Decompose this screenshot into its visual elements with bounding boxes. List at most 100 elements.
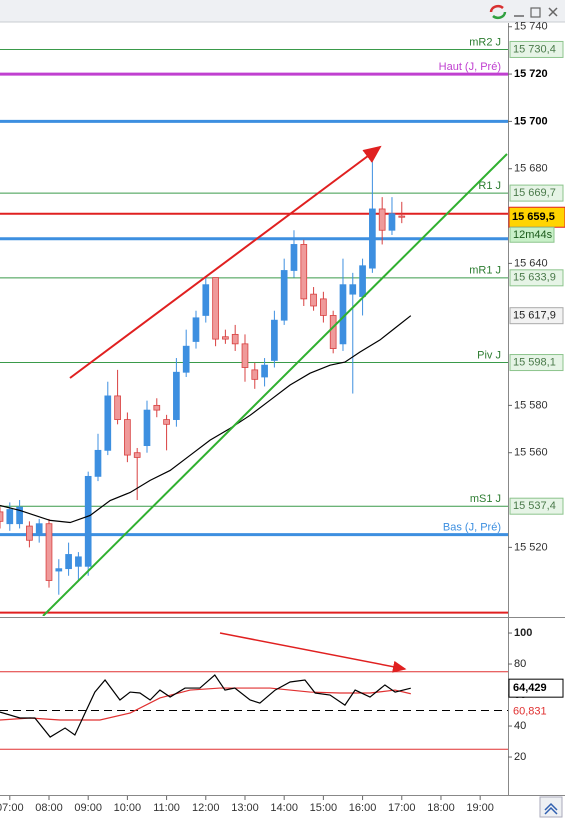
candle-body: [261, 364, 268, 378]
x-tick-label: 16:00: [349, 802, 377, 814]
candle-body: [124, 419, 131, 456]
x-tick-label: 11:00: [153, 802, 180, 814]
x-tick-label: 19:00: [466, 802, 494, 814]
candle-body: [300, 244, 308, 300]
trend-line: [42, 153, 508, 616]
scroll-icon[interactable]: [544, 802, 558, 815]
candle-body: [55, 568, 63, 572]
level-value-label: 15 633,9: [513, 272, 556, 284]
x-tick-label: 08:00: [35, 802, 63, 814]
candle-body: [133, 452, 141, 458]
level-value-label: 15 669,7: [513, 187, 556, 199]
level-value-label: 15 537,4: [513, 500, 556, 512]
candle-body: [398, 215, 406, 218]
y-tick-label: 15 580: [514, 399, 548, 411]
candle-body: [290, 244, 298, 271]
x-tick-label: 10:00: [114, 802, 142, 814]
candle-body: [104, 395, 112, 451]
level-name: Haut (J, Pré): [439, 61, 501, 73]
candle-body: [310, 293, 317, 307]
indicator-y-tick-label: 20: [514, 751, 526, 763]
candle-body: [75, 556, 82, 567]
indicator-line: [0, 674, 411, 738]
y-tick-label: 15 720: [514, 68, 548, 80]
maximize-button[interactable]: [530, 7, 541, 18]
level-value-label: 15 730,4: [513, 43, 556, 55]
candle-body: [251, 369, 259, 380]
y-tick-label: 15 700: [514, 115, 548, 127]
close-button[interactable]: [548, 7, 558, 17]
y-tick-label: 15 560: [514, 447, 548, 459]
ma-value-box: [509, 307, 564, 325]
candle-body: [329, 315, 337, 349]
y-tick-label: 15 520: [514, 541, 548, 553]
candle-body: [320, 298, 327, 316]
x-tick-label: 14:00: [270, 802, 298, 814]
candle-body: [349, 284, 357, 295]
refresh-icon[interactable]: [489, 4, 507, 20]
level-value-box: [509, 184, 564, 202]
price-axis-panel: [508, 23, 565, 795]
candle-body: [0, 511, 4, 522]
candle-body: [202, 284, 210, 316]
candle-body: [94, 449, 102, 477]
ma-value-label: 15 617,9: [513, 310, 556, 322]
candle-body: [222, 336, 229, 340]
indicator-value-box: [508, 678, 564, 698]
candle-body: [378, 208, 386, 231]
x-tick-label: 15:00: [310, 802, 338, 814]
countdown-label: 12m44s: [513, 229, 553, 241]
y-tick-label: 15 680: [514, 163, 548, 175]
divergence-arrow: [219, 632, 407, 673]
x-tick-label: 12:00: [192, 802, 220, 814]
level-value-box: [509, 497, 564, 515]
level-name: Piv J: [477, 349, 501, 361]
candle-body: [65, 554, 72, 570]
candle-body: [6, 509, 14, 525]
candle-body: [26, 525, 33, 541]
level-value-box: [509, 269, 564, 287]
indicator-value-label: 60,831: [513, 706, 547, 718]
current-price-label: 15 659,5: [512, 211, 555, 223]
x-tick-label: 09:00: [74, 802, 102, 814]
level-name: R1 J: [478, 180, 501, 192]
price-plot: [0, 161, 412, 595]
window-bar: [0, 0, 565, 22]
axes: 15 740 15 720 15 700 15 680 15 640 15 580 15 5…: [0, 21, 565, 814]
trend-arrow: [69, 145, 382, 379]
candle-body: [153, 404, 161, 411]
level-name: mS1 J: [470, 493, 501, 505]
candle-body: [45, 523, 53, 581]
x-tick-label: 18:00: [427, 802, 455, 814]
indicator-value-label: 64,429: [513, 682, 547, 694]
countdown-box: [509, 226, 555, 243]
y-tick-label: 15 640: [514, 257, 548, 269]
candle-body: [16, 506, 23, 525]
level-name: mR1 J: [469, 265, 501, 277]
candle-body: [359, 265, 366, 297]
candle-body: [173, 371, 180, 420]
indicator-y-tick-label: 100: [514, 627, 532, 639]
level-value-label: 15 598,1: [513, 356, 556, 368]
level-value-box: [509, 40, 564, 58]
candle-body: [182, 345, 190, 373]
candle-body: [35, 523, 43, 536]
candle-body: [212, 277, 219, 340]
x-tick-label: 07:00: [0, 802, 24, 814]
candle-body: [114, 395, 121, 420]
x-tick-label: 13:00: [231, 802, 259, 814]
candle-body: [231, 333, 239, 345]
level-name: mR2 J: [469, 36, 501, 48]
indicator-y-tick-label: 80: [514, 658, 526, 670]
indicator-plot: [0, 671, 508, 750]
level-name: Bas (J, Pré): [443, 521, 501, 533]
y-tick-label: 15 740: [514, 21, 548, 33]
annotations: [42, 145, 508, 616]
x-tick-label: 17:00: [388, 802, 416, 814]
candle-body: [143, 409, 151, 447]
candle-body: [241, 343, 249, 368]
candle-body: [192, 317, 200, 342]
levels: mR2 J Haut (J, Pré) R1 J mR1 J Piv J mS1 J Bas…: [0, 36, 508, 614]
